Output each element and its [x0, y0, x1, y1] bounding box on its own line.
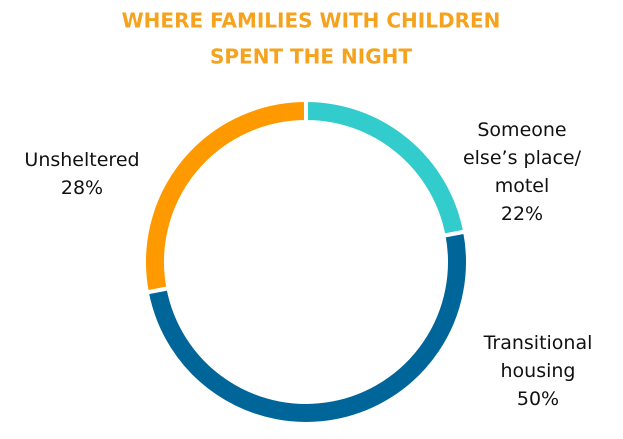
segment-value: 22% — [500, 203, 544, 225]
chart-title: WHERE FAMILIES WITH CHILDREN — [122, 9, 501, 33]
segment-label: Unsheltered — [24, 149, 140, 171]
segment-value: 50% — [516, 388, 560, 410]
segment-value: 28% — [60, 177, 104, 199]
segment-label: Transitional housing — [483, 332, 593, 382]
segment-label: Someone else’s place/ motel — [462, 119, 582, 197]
donut-segment — [142, 97, 308, 295]
donut-segment — [144, 229, 470, 426]
chart-title: SPENT THE NIGHT — [210, 45, 412, 69]
